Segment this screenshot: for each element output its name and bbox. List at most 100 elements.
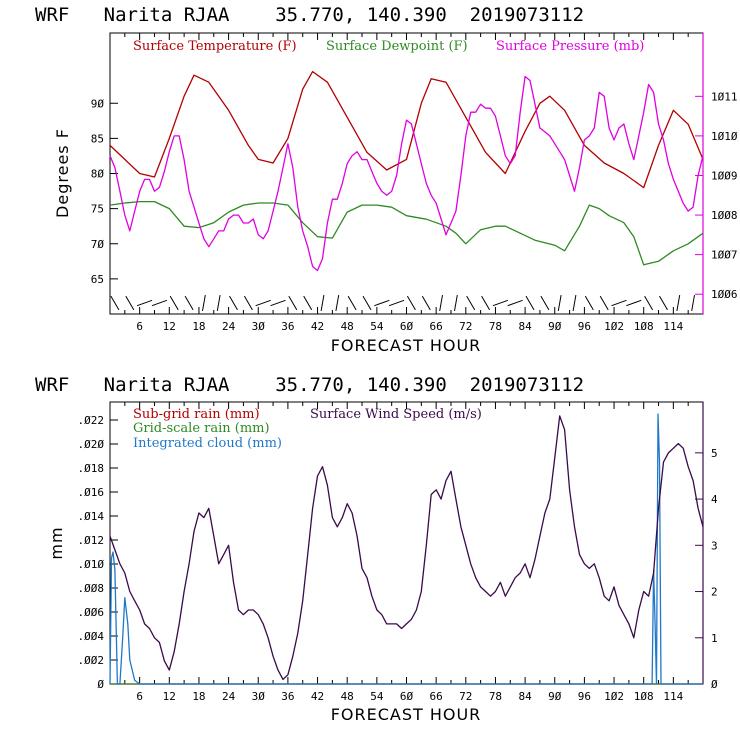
wind-barb <box>584 295 594 311</box>
x-tick-label: 12 <box>163 320 176 333</box>
wind-barb <box>454 295 458 311</box>
x-tick-label: 36 <box>281 320 294 333</box>
wind-barb <box>243 295 253 311</box>
x-tick-label: 96 <box>578 320 591 333</box>
series-line-surface-wind-speed-m-s <box>109 415 704 681</box>
x-tick-label: 6 <box>136 320 143 333</box>
x-tick-label: 1Ø8 <box>634 320 654 333</box>
y-tick-label: 85 <box>91 132 104 145</box>
wind-barb <box>184 295 194 311</box>
legend-temperature: Surface Temperature (F) <box>133 39 297 54</box>
series-line-surface-dewpoint-f <box>109 200 704 266</box>
legend-pressure: Surface Pressure (mb) <box>496 39 644 54</box>
x-tick-label: 1Ø8 <box>634 690 654 703</box>
panel1-title: WRF Narita RJAA 35.770, 140.390 20190731… <box>35 4 584 26</box>
panel2-right-axis: Ø 1 2 3 4 5 <box>695 447 718 691</box>
wind-barb <box>481 295 491 311</box>
y-tick-label: .Ø16 <box>78 486 105 499</box>
wind-barb <box>572 295 577 311</box>
panel1-wind-barbs <box>110 295 695 311</box>
x-tick-label: 84 <box>518 320 532 333</box>
y-tick-label: .Ø18 <box>78 462 105 475</box>
panel2-left-axis: .Ø22 .Ø2Ø .Ø18 .Ø16 .Ø14 .Ø12 .Ø1Ø .ØØ8 .ØØ6 .ØØ4… <box>78 414 118 691</box>
legend-wind-speed: Surface Wind Speed (m/s) <box>310 407 482 422</box>
y2-tick-label: 1ØØ7 <box>711 249 738 262</box>
x-tick-label: 9Ø <box>548 690 562 703</box>
legend-integrated-cloud: Integrated cloud (mm) <box>133 436 282 451</box>
x-tick-label: 78 <box>489 320 502 333</box>
y2-tick-label: 5 <box>711 447 718 460</box>
x-tick-label: 66 <box>430 690 443 703</box>
wind-barb <box>288 295 298 311</box>
wind-barb <box>691 295 695 311</box>
x-tick-label: 42 <box>311 320 324 333</box>
panel2-x-label: FORECAST HOUR <box>331 705 482 724</box>
x-tick-label: 114 <box>663 320 683 333</box>
temperature-panel: WRF Narita RJAA 35.770, 140.390 20190731… <box>35 4 738 355</box>
wind-barb <box>557 295 562 311</box>
y2-tick-label: 1Ø1Ø <box>711 130 738 143</box>
x-tick-label: 6 <box>136 690 143 703</box>
wind-barb <box>125 295 135 311</box>
wind-barb <box>229 295 238 311</box>
x-tick-label: 72 <box>459 690 472 703</box>
wind-barb <box>406 295 416 311</box>
x-tick-label: 72 <box>459 320 472 333</box>
wind-barb <box>202 295 206 311</box>
precipitation-panel: WRF Narita RJAA 35.770, 140.390 20190731… <box>35 374 718 724</box>
wind-barb <box>540 295 550 311</box>
x-tick-label: 9Ø <box>548 320 562 333</box>
wind-barb <box>507 299 523 307</box>
x-tick-label: 66 <box>430 320 443 333</box>
x-tick-label: 84 <box>518 690 532 703</box>
series-line-surface-pressure-mb <box>109 75 704 272</box>
wind-barb <box>216 295 221 311</box>
x-tick-label: 1Ø2 <box>604 320 624 333</box>
panel2-series <box>109 413 704 685</box>
y-tick-label: 9Ø <box>91 97 105 110</box>
y-tick-label: .ØØ2 <box>78 654 105 667</box>
series-line-integrated-cloud-mm <box>109 413 703 685</box>
wind-barb <box>255 299 271 307</box>
wind-barb <box>151 299 168 307</box>
y-tick-label: .ØØ4 <box>78 630 105 643</box>
x-tick-label: 24 <box>222 690 236 703</box>
y2-tick-label: 4 <box>711 493 718 506</box>
panel1-series <box>109 70 704 272</box>
x-tick-label: 48 <box>341 320 354 333</box>
panel2-title: WRF Narita RJAA 35.770, 140.390 20190731… <box>35 374 584 396</box>
legend-dewpoint: Surface Dewpoint (F) <box>326 39 468 54</box>
wind-barb <box>659 295 668 311</box>
wind-barb <box>320 295 325 311</box>
wind-barb <box>136 299 153 307</box>
y2-tick-label: 1ØØ6 <box>711 288 738 301</box>
y-tick-label: 65 <box>91 273 104 286</box>
y-tick-label: .Ø1Ø <box>78 558 105 571</box>
x-tick-label: 36 <box>281 690 294 703</box>
wind-barb <box>110 295 120 311</box>
x-tick-label: 12 <box>163 690 176 703</box>
x-tick-label: 54 <box>370 320 384 333</box>
wind-barb <box>599 295 609 311</box>
series-line-surface-temperature-f <box>109 70 704 189</box>
wind-barb <box>525 295 535 311</box>
y-tick-label: .Ø12 <box>78 534 105 547</box>
panel2-x-axis: 6 12 18 24 3Ø 36 42 48 54 6Ø 66 72 78 84 9Ø 96 1Ø2 1Ø8 114 <box>124 402 689 703</box>
y-tick-label: 7Ø <box>91 238 105 251</box>
wind-barb <box>676 295 681 311</box>
y2-tick-label: 1Ø11 <box>711 90 738 103</box>
panel2-y-label: mm <box>47 526 66 559</box>
wind-barb <box>270 299 286 307</box>
x-tick-label: 6Ø <box>400 690 414 703</box>
x-tick-label: 1Ø2 <box>604 690 624 703</box>
wind-barb <box>611 299 627 307</box>
panel1-y-label: Degrees F <box>53 128 72 218</box>
wind-barb <box>492 299 509 307</box>
x-tick-label: 78 <box>489 690 502 703</box>
wind-barb <box>335 295 340 311</box>
wind-barb <box>439 295 443 311</box>
y-tick-label: 8Ø <box>91 168 105 181</box>
wind-barb <box>347 295 357 311</box>
y2-tick-label: 1 <box>711 632 718 645</box>
